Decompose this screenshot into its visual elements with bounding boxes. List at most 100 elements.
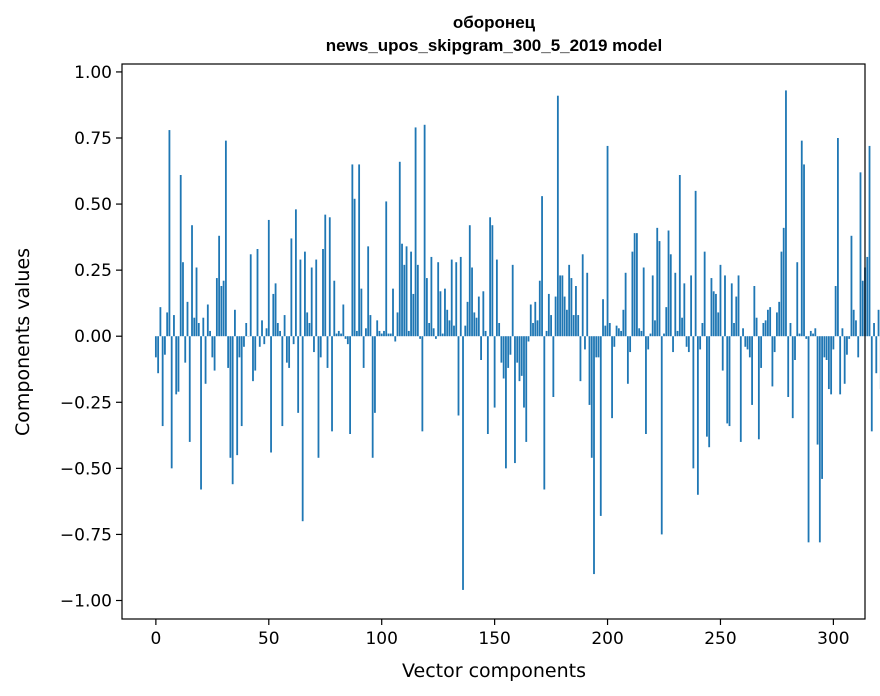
plot-frame: [121, 63, 866, 620]
bar: [446, 309, 449, 337]
bar: [502, 336, 505, 379]
bar: [464, 325, 467, 337]
bar: [726, 336, 729, 424]
bar: [313, 336, 315, 353]
bar: [642, 267, 645, 337]
bar: [690, 275, 693, 337]
bar: [595, 336, 598, 358]
bar: [213, 336, 216, 371]
bar: [258, 336, 261, 347]
bar: [710, 278, 713, 337]
bar: [753, 286, 756, 337]
bar: [405, 246, 408, 337]
x-tick-label: 150: [478, 629, 510, 649]
bar: [843, 336, 846, 384]
bar: [757, 336, 760, 440]
bar: [193, 317, 196, 337]
bar: [764, 320, 767, 337]
bar: [299, 259, 302, 337]
bar: [220, 286, 223, 337]
bar: [527, 336, 530, 342]
bar: [570, 278, 573, 337]
bar: [276, 323, 279, 337]
bar: [730, 283, 733, 337]
bar: [292, 336, 295, 345]
bar: [848, 336, 851, 339]
bar: [161, 336, 164, 427]
bar: [170, 336, 173, 469]
bar: [672, 336, 674, 353]
bar: [737, 275, 740, 337]
bar: [724, 275, 726, 337]
bar: [742, 328, 744, 337]
bar: [466, 301, 469, 337]
bar: [197, 323, 200, 337]
x-axis-label: Vector components: [402, 660, 586, 682]
bar: [577, 315, 580, 337]
bar: [647, 336, 650, 350]
bar: [805, 336, 808, 339]
bar: [453, 325, 455, 337]
bar: [484, 330, 487, 337]
bar: [622, 309, 625, 337]
bar: [773, 336, 776, 353]
bar: [432, 328, 435, 337]
bar: [780, 251, 783, 337]
bar: [719, 264, 722, 337]
bar: [157, 336, 160, 374]
bar: [491, 225, 494, 337]
bar: [755, 317, 758, 337]
bar: [369, 315, 372, 337]
bar: [398, 161, 401, 337]
bar: [602, 299, 604, 337]
bar: [859, 172, 862, 337]
bar: [337, 330, 340, 337]
bar: [855, 320, 857, 337]
bar: [304, 251, 306, 337]
bar: [437, 262, 440, 337]
bar: [340, 333, 342, 337]
bar: [852, 309, 855, 337]
bar: [215, 278, 218, 337]
bar: [179, 175, 182, 337]
bar: [606, 145, 609, 337]
bar: [482, 291, 485, 337]
bar: [256, 249, 259, 337]
bar: [739, 336, 742, 442]
bar: [762, 323, 765, 337]
bar: [782, 227, 785, 337]
y-axis-ticks: 1.00 0.75 0.50 0.25 0.00 −0.25 −0.50 −0.75 −1.00: [60, 63, 122, 612]
bar: [383, 330, 385, 337]
bar: [812, 333, 814, 337]
bar: [787, 336, 790, 397]
bar: [335, 333, 338, 337]
bar: [425, 278, 428, 337]
bar: [861, 280, 864, 337]
bar: [518, 336, 521, 382]
bar: [371, 336, 374, 458]
bar: [857, 336, 860, 358]
bar: [550, 315, 552, 337]
bar: [403, 264, 406, 337]
bar: [556, 95, 559, 337]
bar: [538, 280, 541, 337]
bar: [191, 225, 193, 337]
bar: [358, 164, 361, 337]
bar: [766, 309, 769, 337]
bar: [168, 130, 171, 337]
bar: [674, 272, 677, 337]
bar: [475, 317, 478, 337]
bar: [285, 336, 288, 363]
bar: [263, 336, 266, 345]
bar: [188, 336, 191, 442]
bar: [252, 336, 254, 382]
bar: [850, 235, 853, 337]
bar: [480, 336, 482, 360]
bar: [509, 336, 512, 355]
bar: [184, 336, 187, 363]
bar: [683, 283, 686, 337]
bar: [800, 140, 803, 337]
bar: [387, 333, 390, 337]
bar: [667, 230, 670, 337]
bar: [846, 336, 848, 355]
